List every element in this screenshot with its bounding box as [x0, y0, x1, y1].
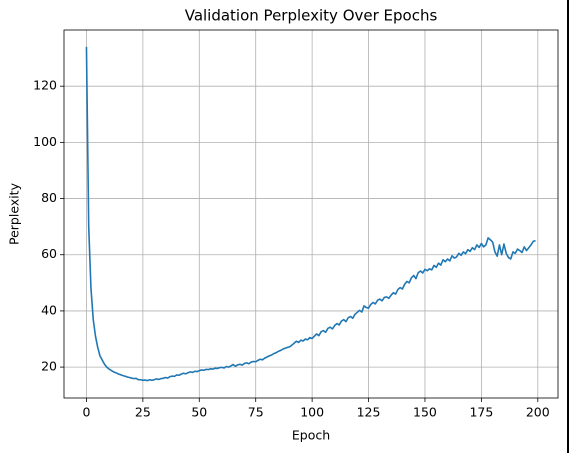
y-tick-label: 20 — [41, 359, 57, 374]
y-tick-label: 80 — [41, 190, 57, 205]
plot-frame — [63, 29, 559, 399]
x-tick-label: 100 — [300, 405, 324, 420]
x-tick-label: 25 — [135, 405, 151, 420]
y-tick-label: 120 — [33, 78, 57, 93]
chart-title: Validation Perplexity Over Epochs — [185, 7, 438, 25]
x-tick-label: 0 — [82, 405, 90, 420]
x-tick-label: 75 — [248, 405, 264, 420]
y-tick-label: 60 — [41, 246, 57, 261]
x-tick-label: 125 — [357, 405, 381, 420]
y-axis-label: Perplexity — [7, 182, 22, 245]
x-axis-label: Epoch — [292, 428, 330, 443]
x-tick-label: 200 — [526, 405, 550, 420]
x-tick-label: 50 — [191, 405, 207, 420]
x-tick-label: 175 — [469, 405, 493, 420]
line — [85, 46, 536, 382]
x-tick-label: 150 — [413, 405, 437, 420]
y-tick-label: 40 — [41, 302, 57, 317]
y-tick-label: 100 — [33, 134, 57, 149]
